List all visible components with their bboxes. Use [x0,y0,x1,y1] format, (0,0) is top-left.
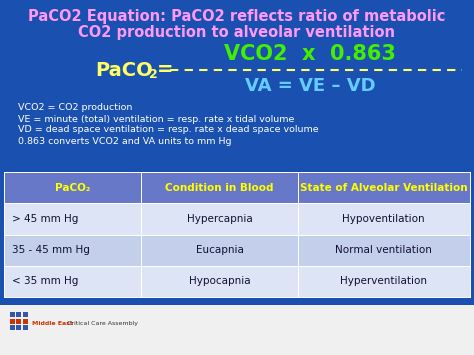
Bar [17,318,21,323]
Bar [0,0,474,305]
Text: CO2 production to alveolar ventilation: CO2 production to alveolar ventilation [79,24,395,39]
Text: =: = [157,60,173,80]
Text: Condition in Blood: Condition in Blood [165,182,274,193]
Bar [10,312,15,317]
Bar [23,312,28,317]
Text: 0.863 converts VCO2 and VA units to mm Hg: 0.863 converts VCO2 and VA units to mm H… [18,137,231,146]
Text: VCO2  x  0.863: VCO2 x 0.863 [224,44,396,64]
Bar [4,266,470,297]
Text: Hypercapnia: Hypercapnia [187,214,252,224]
Text: 2: 2 [149,69,158,82]
Bar [23,325,28,330]
Bar [0,305,474,355]
Text: 35 - 45 mm Hg: 35 - 45 mm Hg [12,245,90,255]
Bar [4,235,470,266]
Bar [0,297,474,305]
Text: State of Alveolar Ventilation: State of Alveolar Ventilation [300,182,468,193]
Text: Hyperventilation: Hyperventilation [340,277,427,286]
Text: Hypocapnia: Hypocapnia [189,277,250,286]
Text: PaCO₂: PaCO₂ [55,182,91,193]
Text: VD = dead space ventilation = resp. rate x dead space volume: VD = dead space ventilation = resp. rate… [18,126,319,135]
Bar [10,318,15,323]
Text: PaCO2 Equation: PaCO2 reflects ratio of metabolic: PaCO2 Equation: PaCO2 reflects ratio of … [28,10,446,24]
Text: VA = VE – VD: VA = VE – VD [245,77,375,95]
Bar [23,318,28,323]
Text: Normal ventilation: Normal ventilation [335,245,432,255]
Text: > 45 mm Hg: > 45 mm Hg [12,214,78,224]
Bar [4,203,470,235]
Bar [4,172,470,203]
Text: Eucapnia: Eucapnia [196,245,244,255]
Text: PaCO: PaCO [95,60,153,80]
Text: VE = minute (total) ventilation = resp. rate x tidal volume: VE = minute (total) ventilation = resp. … [18,115,294,124]
Text: < 35 mm Hg: < 35 mm Hg [12,277,78,286]
Text: Middle East: Middle East [33,321,73,326]
Text: Hypoventilation: Hypoventilation [343,214,425,224]
Bar [17,325,21,330]
Text: VCO2 = CO2 production: VCO2 = CO2 production [18,104,132,113]
Bar [17,312,21,317]
Text: Critical Care Assembly: Critical Care Assembly [65,321,138,326]
Bar [10,325,15,330]
